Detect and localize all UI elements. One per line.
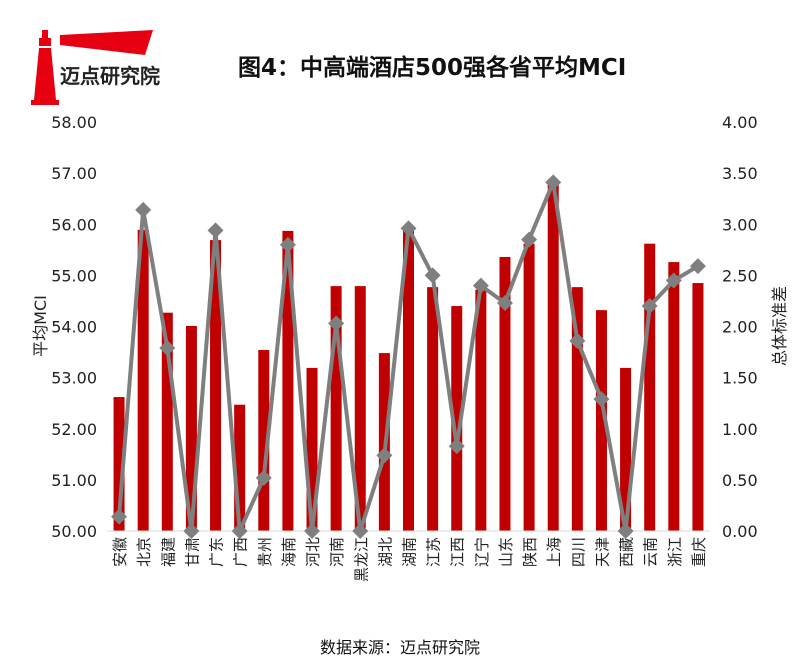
x-tick-label: 上海: [545, 537, 563, 567]
line-marker: [400, 220, 417, 237]
bar: [668, 262, 680, 531]
line-marker: [183, 523, 200, 539]
y-tick-label: 56.00: [51, 215, 97, 234]
y-tick-label: 54.00: [51, 318, 97, 337]
bar: [185, 325, 197, 531]
bar: [113, 397, 125, 531]
y2-tick-label: 3.00: [722, 215, 758, 234]
x-tick-label: 甘肃: [183, 537, 201, 567]
line-marker: [521, 231, 538, 248]
y-tick-label: 53.00: [51, 369, 97, 388]
bar: [403, 227, 414, 532]
line-marker: [207, 222, 224, 239]
bar: [547, 182, 559, 531]
bar: [475, 289, 487, 531]
y2-tick-label: 0.00: [722, 522, 758, 541]
bar: [427, 287, 439, 531]
line-marker: [304, 523, 321, 539]
x-tick-label: 安徽: [111, 537, 129, 567]
x-tick-label: 广西: [232, 537, 250, 567]
y2-tick-label: 4.00: [722, 113, 758, 132]
bar: [330, 286, 342, 531]
x-tick-label: 四川: [569, 537, 587, 567]
line-marker: [352, 523, 369, 539]
bar: [234, 404, 246, 531]
y-tick-label: 58.00: [51, 113, 97, 132]
bar: [451, 306, 463, 531]
logo-text: 迈点研究院: [60, 64, 160, 88]
line-marker: [617, 523, 634, 539]
x-tick-label: 江西: [449, 537, 467, 567]
y-tick-label: 51.00: [51, 471, 97, 490]
y-tick-label: 57.00: [51, 164, 97, 183]
line-marker: [569, 332, 586, 349]
x-tick-label: 浙江: [666, 537, 684, 567]
x-tick-label: 河南: [328, 537, 346, 567]
x-tick-label: 北京: [135, 537, 153, 567]
line-marker: [135, 201, 152, 218]
line-marker: [279, 236, 296, 253]
bar: [595, 310, 607, 531]
y2-axis-label: 总体标准差: [770, 286, 789, 366]
y-tick-label: 55.00: [51, 266, 97, 285]
x-tick-label: 陕西: [521, 537, 539, 567]
bar: [258, 350, 270, 531]
line-marker: [641, 298, 658, 315]
line-marker: [111, 508, 128, 525]
bar: [306, 367, 318, 531]
lighthouse-logo-icon: [31, 30, 153, 105]
x-tick-label: 广东: [208, 537, 226, 567]
line-marker: [448, 438, 465, 455]
x-tick-label: 山东: [497, 537, 515, 567]
bar: [282, 230, 294, 532]
line-marker: [424, 267, 441, 284]
bar: [499, 256, 511, 531]
y2-tick-label: 3.50: [722, 164, 758, 183]
x-tick-label: 福建: [159, 537, 177, 567]
x-tick-label: 海南: [280, 537, 298, 567]
y2-tick-label: 1.00: [722, 420, 758, 439]
y-tick-label: 52.00: [51, 420, 97, 439]
line-marker: [665, 272, 682, 289]
chart-title: 图4：中高端酒店500强各省平均MCI: [238, 55, 627, 81]
line-marker: [689, 258, 706, 275]
bar: [210, 240, 222, 531]
bar: [571, 287, 583, 531]
y2-tick-label: 1.50: [722, 369, 758, 388]
y2-tick-label: 2.00: [722, 318, 758, 337]
x-tick-label: 贵州: [256, 537, 274, 567]
x-tick-label: 辽宁: [473, 537, 491, 567]
x-tick-label: 西藏: [618, 537, 636, 567]
x-tick-label: 湖北: [376, 537, 394, 567]
y2-tick-label: 0.50: [722, 471, 758, 490]
line-marker: [376, 447, 393, 464]
x-tick-label: 云南: [642, 537, 660, 567]
line-marker: [593, 391, 610, 408]
line-marker: [496, 294, 513, 311]
x-tick-label: 重庆: [690, 537, 708, 567]
y-axis-label: 平均MCI: [31, 295, 50, 357]
line-marker: [231, 523, 248, 539]
bar: [620, 367, 632, 531]
line-marker: [472, 277, 489, 294]
x-tick-label: 天津: [593, 537, 611, 567]
y2-tick-label: 2.50: [722, 266, 758, 285]
bar: [692, 283, 704, 531]
line-marker: [328, 315, 345, 332]
x-tick-label: 黑龙江: [352, 537, 370, 582]
bar: [523, 243, 535, 532]
bar: [161, 312, 173, 531]
source-note: 数据来源：迈点研究院: [319, 638, 480, 657]
y-tick-label: 50.00: [51, 522, 97, 541]
bar: [644, 243, 656, 532]
line-marker: [255, 469, 272, 486]
line-marker: [545, 174, 562, 191]
x-tick-label: 河北: [304, 537, 322, 567]
bar: [137, 229, 149, 531]
x-tick-label: 湖南: [401, 537, 419, 567]
bar: [354, 286, 366, 531]
x-tick-label: 江苏: [425, 537, 443, 567]
line-marker: [159, 339, 176, 356]
